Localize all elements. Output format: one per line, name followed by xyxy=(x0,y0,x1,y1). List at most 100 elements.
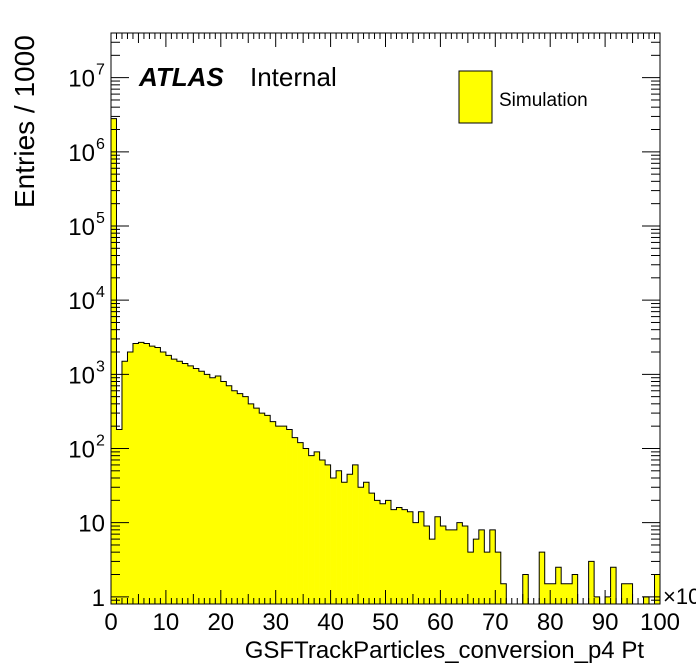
x-tick-label: 70 xyxy=(482,609,509,636)
histogram-bar xyxy=(336,470,342,604)
histogram-bar xyxy=(303,448,309,604)
histogram-bar xyxy=(654,574,661,604)
histogram-bar xyxy=(352,464,359,604)
atlas-label: ATLAS xyxy=(138,62,224,92)
histogram-bar xyxy=(237,393,244,604)
histogram-bar xyxy=(281,426,287,604)
histogram-bar xyxy=(215,375,222,604)
histogram-bar xyxy=(407,511,414,604)
histogram-bar xyxy=(561,583,567,604)
histogram-bar xyxy=(594,596,600,604)
histogram-bar xyxy=(423,526,430,604)
histogram-bar xyxy=(127,351,134,604)
y-tick-exponent: 6 xyxy=(96,136,105,153)
x-axis-label: GSFTrackParticles_conversion_p4 Pt xyxy=(245,637,645,664)
histogram-bar xyxy=(143,343,150,604)
histogram-bar xyxy=(264,415,271,604)
y-tick-label: 10 xyxy=(68,66,95,93)
x-tick-label: 0 xyxy=(104,609,117,636)
histogram-bar xyxy=(171,359,178,604)
histogram-bar xyxy=(489,529,496,604)
y-tick-label: 1 xyxy=(92,585,105,612)
histogram-bar xyxy=(182,363,189,604)
histogram-bar xyxy=(242,396,249,604)
y-tick-label: 10 xyxy=(68,140,95,167)
x-tick-label: 60 xyxy=(427,609,454,636)
histogram-bar xyxy=(380,503,386,604)
histogram-bar xyxy=(451,529,458,604)
y-tick-label: 10 xyxy=(68,288,95,315)
histogram-bar xyxy=(385,500,392,604)
histogram-bar xyxy=(539,552,546,604)
histogram-bar xyxy=(434,516,441,604)
histogram-bar xyxy=(462,526,469,604)
histogram-bar xyxy=(396,507,403,604)
y-tick-label: 10 xyxy=(68,362,95,389)
histogram-bar xyxy=(643,596,650,604)
y-tick-label: 10 xyxy=(68,214,95,241)
histogram-bar xyxy=(555,567,562,604)
histogram-bar xyxy=(248,403,255,604)
x-tick-label: 100 xyxy=(640,609,680,636)
x-tick-label: 30 xyxy=(262,609,289,636)
histogram-bar xyxy=(275,426,282,604)
histogram-bar xyxy=(330,477,337,604)
histogram-bar xyxy=(165,355,172,604)
x-tick-label: 40 xyxy=(317,609,344,636)
histogram-bar xyxy=(116,429,123,604)
histogram-bar xyxy=(193,368,200,604)
x-tick-label: 80 xyxy=(537,609,564,636)
histogram-bar xyxy=(544,583,551,604)
x-axis: 0 10 20 30 40 50 60 70 80 90 100 xyxy=(104,33,680,636)
legend: Simulation xyxy=(458,70,588,124)
histogram-bar xyxy=(621,583,628,604)
histogram-bar xyxy=(149,346,156,604)
histogram-bar xyxy=(198,371,205,604)
internal-label: Internal xyxy=(250,62,337,92)
histogram-bar xyxy=(270,421,276,604)
histogram-bar xyxy=(495,552,502,604)
histogram-bar xyxy=(314,451,320,604)
y-axis-label: Entries / 1000 xyxy=(9,35,40,208)
histogram-outline xyxy=(111,118,660,605)
histogram-bar xyxy=(160,351,167,604)
histogram-bar xyxy=(154,347,161,604)
histogram-bar xyxy=(522,574,529,604)
histogram-bar xyxy=(121,361,128,604)
histogram-bar xyxy=(478,529,485,604)
histogram-bar xyxy=(610,567,617,604)
y-tick-exponent: 2 xyxy=(96,432,105,449)
histogram-bar xyxy=(308,455,315,604)
histogram-bar xyxy=(627,583,633,604)
histogram-bar xyxy=(209,377,216,604)
histogram-bar xyxy=(325,464,331,604)
histogram-bar xyxy=(204,374,211,604)
histogram-bar xyxy=(473,539,480,604)
histogram-bar xyxy=(176,361,183,604)
histogram-bar xyxy=(429,539,436,604)
histogram-bar xyxy=(138,342,145,604)
histogram-bar xyxy=(341,482,348,604)
histogram-bar xyxy=(111,118,117,605)
histogram-bar xyxy=(220,381,227,604)
y-tick-exponent: 3 xyxy=(96,358,105,375)
x-tick-label: 20 xyxy=(207,609,234,636)
y-tick-exponent: 4 xyxy=(96,284,105,301)
histogram-bar xyxy=(286,429,293,604)
x-axis-exponent: ×10 xyxy=(663,584,696,609)
histogram-bar xyxy=(358,487,364,604)
histogram-bar xyxy=(132,343,139,604)
x-tick-label: 50 xyxy=(372,609,399,636)
histogram-bar xyxy=(292,437,298,604)
histogram-bar xyxy=(412,522,419,604)
histogram-bar xyxy=(390,509,397,604)
y-tick-exponent: 7 xyxy=(96,62,105,79)
y-tick-exponent: 5 xyxy=(96,210,105,227)
legend-swatch-simulation xyxy=(458,70,493,124)
histogram-bar xyxy=(550,583,556,604)
histogram-bars xyxy=(111,118,661,605)
histogram-bar xyxy=(226,385,233,604)
histogram-bar xyxy=(319,459,326,604)
